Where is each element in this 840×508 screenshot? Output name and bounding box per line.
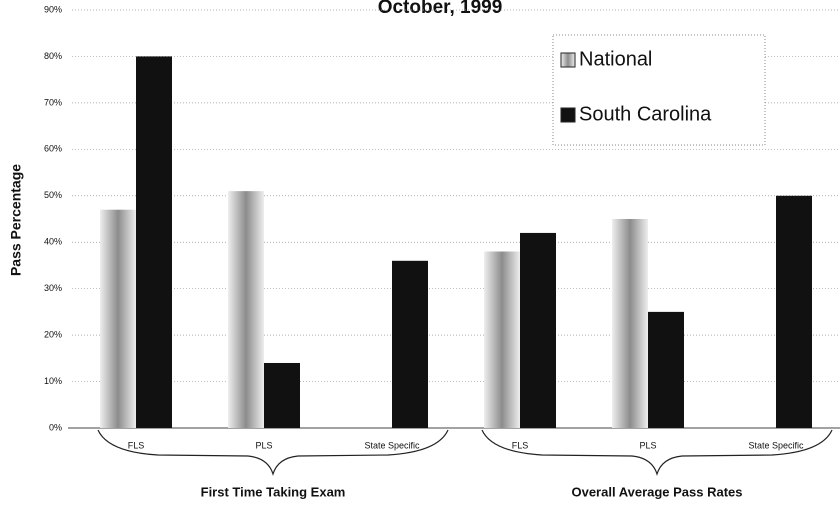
bar — [484, 251, 520, 428]
y-tick-label: 90% — [44, 4, 62, 14]
bar — [100, 209, 136, 428]
x-tick-label: State Specific — [748, 440, 804, 450]
y-tick-label: 30% — [44, 283, 62, 293]
y-tick-label: 0% — [49, 422, 62, 432]
bar — [228, 191, 264, 428]
y-tick-label: 40% — [44, 237, 62, 247]
bar — [776, 195, 812, 428]
legend-swatch — [560, 107, 576, 123]
bar — [520, 232, 556, 428]
bar — [648, 311, 684, 428]
bar — [612, 219, 648, 428]
group-brace — [97, 429, 449, 477]
y-tick-label: 20% — [44, 329, 62, 339]
x-tick-label: PLS — [639, 440, 656, 450]
legend-box — [552, 34, 766, 146]
bar — [392, 260, 428, 428]
legend-label: National — [579, 48, 652, 70]
x-tick-label: FLS — [128, 440, 145, 450]
chart-title: October, 1999 — [378, 0, 503, 18]
group-label: Overall Average Pass Rates — [571, 484, 742, 499]
x-tick-label: PLS — [255, 440, 272, 450]
bar — [136, 56, 172, 428]
legend-label: South Carolina — [579, 103, 712, 125]
group-label: First Time Taking Exam — [201, 484, 346, 499]
y-tick-label: 10% — [44, 376, 62, 386]
x-tick-label: State Specific — [364, 440, 420, 450]
y-tick-label: 80% — [44, 51, 62, 61]
y-tick-label: 50% — [44, 190, 62, 200]
y-axis-label: Pass Percentage — [8, 164, 24, 276]
x-tick-label: FLS — [512, 440, 529, 450]
group-brace — [481, 429, 833, 477]
bar — [264, 362, 300, 428]
legend-swatch — [560, 52, 576, 68]
y-tick-label: 70% — [44, 97, 62, 107]
y-tick-label: 60% — [44, 144, 62, 154]
